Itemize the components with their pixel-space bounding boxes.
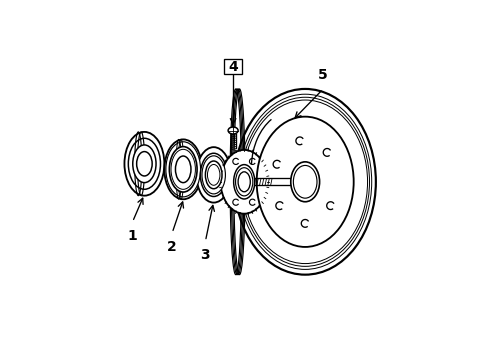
Text: 2: 2 [167,240,177,254]
Text: 5: 5 [318,68,328,82]
Ellipse shape [207,165,220,185]
Ellipse shape [175,156,191,183]
Ellipse shape [257,117,354,247]
Ellipse shape [228,127,238,134]
Ellipse shape [170,147,197,192]
Bar [224,59,242,75]
Ellipse shape [128,138,161,189]
Ellipse shape [200,153,227,197]
Ellipse shape [238,172,250,192]
Ellipse shape [124,132,164,196]
Text: 1: 1 [127,229,137,243]
Ellipse shape [235,89,376,275]
Ellipse shape [236,168,253,196]
Text: 3: 3 [200,248,210,262]
Ellipse shape [291,162,319,202]
Ellipse shape [294,166,317,198]
Ellipse shape [133,145,156,183]
Ellipse shape [137,152,152,176]
Ellipse shape [202,156,225,194]
Ellipse shape [164,139,202,199]
Ellipse shape [205,161,222,189]
Ellipse shape [171,149,196,189]
Ellipse shape [220,150,268,214]
Ellipse shape [196,147,231,203]
Text: 4: 4 [228,60,238,74]
Ellipse shape [234,165,255,199]
Ellipse shape [166,142,200,197]
